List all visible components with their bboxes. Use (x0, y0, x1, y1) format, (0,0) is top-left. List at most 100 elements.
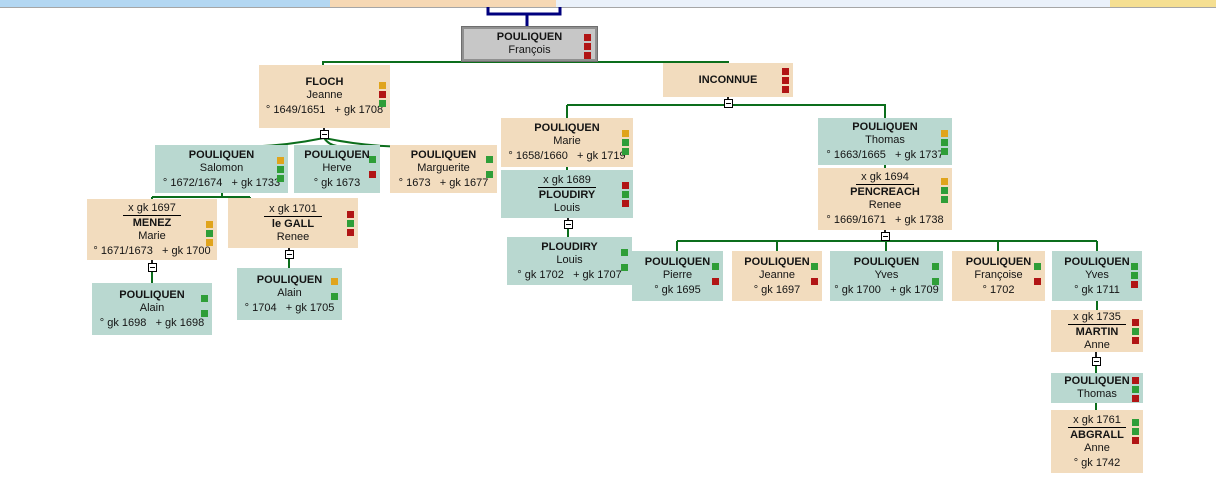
status-icon-red (379, 91, 386, 98)
status-icon-green (1131, 263, 1138, 270)
collapse-toggle-inconnue[interactable] (724, 99, 733, 108)
person-box-pencreach-renee[interactable]: x gk 1694 PENCREACH Renee ° 1669/1671 + gk … (818, 168, 952, 230)
surname-label: MARTIN (1075, 325, 1119, 338)
surname-label: POULIQUEN (644, 255, 711, 268)
given-name-label: Alain (139, 301, 165, 314)
marriage-date-label: x gk 1701 (264, 203, 322, 217)
dates-label: ° 1702 (982, 283, 1015, 296)
surname-label: FLOCH (305, 76, 344, 88)
icon-spacer (1034, 272, 1041, 276)
dates-label: ° gk 1697 (753, 283, 801, 296)
dates-label: ° gk 1711 (1074, 283, 1120, 296)
person-box-inconnue[interactable]: INCONNUE (663, 63, 793, 97)
collapse-toggle-pencreach[interactable] (881, 232, 890, 241)
person-box-pouliquen-alain-1704[interactable]: POULIQUEN Alain ° 1704 + gk 1705 (237, 268, 342, 320)
person-box-pouliquen-francoise[interactable]: POULIQUEN Françoise ° 1702 (952, 251, 1045, 301)
status-icon-green (1132, 328, 1139, 335)
status-icon-green (201, 310, 208, 317)
given-name-label: Marguerite (417, 161, 470, 174)
status-icon-red (782, 77, 789, 84)
surname-label: POULIQUEN (1064, 375, 1130, 387)
person-box-pouliquen-salomon[interactable]: POULIQUEN Salomon ° 1672/1674 + gk 1733 (155, 145, 288, 193)
status-icon-green (277, 175, 284, 182)
person-box-pouliquen-francois[interactable]: POULIQUEN François (462, 27, 597, 61)
collapse-toggle-martin[interactable] (1092, 357, 1101, 366)
dates-label: ° 1672/1674 + gk 1733 (162, 176, 281, 189)
person-box-pouliquen-yves-1700[interactable]: POULIQUEN Yves ° gk 1700 + gk 1709 (830, 251, 943, 301)
status-icon-red (1131, 281, 1138, 288)
given-name-label: Alain (277, 286, 302, 299)
status-icon-red (1132, 319, 1139, 326)
given-name-label: Renee (276, 230, 310, 243)
person-box-pouliquen-thomas[interactable]: POULIQUEN Thomas ° 1663/1665 + gk 1737 (818, 118, 952, 165)
collapse-toggle-legall[interactable] (285, 250, 294, 259)
person-box-le-gall-renee[interactable]: x gk 1701 le GALL Renee (228, 198, 358, 248)
given-name-label: Yves (1085, 268, 1109, 281)
icon-spacer (932, 272, 939, 276)
dates-label: ° gk 1742 (1073, 456, 1121, 469)
given-name-label: Pierre (662, 268, 693, 281)
status-icon-green (932, 278, 939, 285)
given-name-label: Marie (138, 229, 166, 242)
icon-spacer (712, 272, 719, 276)
person-box-ploudiry-louis-spouse[interactable]: x gk 1689 PLOUDIRY Louis (501, 170, 633, 218)
surname-label: POULIQUEN (1064, 255, 1130, 268)
person-box-martin-anne[interactable]: x gk 1735 MARTIN Anne (1051, 310, 1143, 352)
given-name-label: Jeanne (306, 89, 343, 101)
status-icon-green (277, 166, 284, 173)
strip-divider-line (0, 7, 1216, 8)
marriage-date-label: x gk 1689 (538, 174, 596, 188)
person-box-ploudiry-louis-child[interactable]: PLOUDIRY Louis ° gk 1702 + gk 1707 (507, 237, 632, 285)
dates-label: ° 1663/1665 + gk 1737 (826, 149, 944, 161)
surname-label: PENCREACH (850, 186, 920, 198)
collapse-toggle-menez[interactable] (148, 263, 157, 272)
surname-label: POULIQUEN (496, 31, 563, 43)
given-name-label: Salomon (199, 161, 244, 174)
status-icon-green (379, 100, 386, 107)
person-box-pouliquen-jeanne[interactable]: POULIQUEN Jeanne ° gk 1697 (732, 251, 822, 301)
status-icon-green (1132, 386, 1139, 393)
status-icon-green (347, 220, 354, 227)
status-icon-stack (1131, 263, 1138, 288)
status-icon-green (621, 249, 628, 256)
person-box-pouliquen-marie[interactable]: POULIQUEN Marie ° 1658/1660 + gk 1719 (501, 118, 633, 167)
given-name-label: Herve (322, 161, 352, 174)
given-name-label: Yves (874, 268, 899, 281)
surname-label: INCONNUE (698, 73, 758, 86)
given-name-label: Louis (556, 253, 583, 266)
status-icon-stack (621, 249, 628, 271)
collapse-toggle-floch[interactable] (320, 130, 329, 139)
expander-stems (151, 96, 1097, 358)
person-box-pouliquen-marguerite[interactable]: POULIQUEN Marguerite ° 1673 + gk 1677 (390, 145, 497, 193)
status-icon-red (622, 200, 629, 207)
status-icon-green (206, 230, 213, 237)
status-icon-red (1034, 278, 1041, 285)
status-icon-stack (622, 182, 629, 207)
given-name-label: Anne (1084, 338, 1110, 351)
person-box-abgrall-anne[interactable]: x gk 1761 ABGRALL Anne ° gk 1742 (1051, 410, 1143, 473)
person-box-floch-jeanne[interactable]: FLOCH Jeanne ° 1649/1651 + gk 1708 (259, 65, 390, 128)
person-box-pouliquen-alain-1698[interactable]: POULIQUEN Alain ° gk 1698 + gk 1698 (92, 283, 212, 335)
collapse-toggle-ploudiry[interactable] (564, 220, 573, 229)
marriage-date-label: x gk 1694 (856, 171, 914, 185)
status-icon-red (1132, 437, 1139, 444)
titlebar-segment-peach (330, 0, 556, 7)
status-icon-green (622, 148, 629, 155)
person-box-pouliquen-thomas-2[interactable]: POULIQUEN Thomas (1051, 373, 1143, 403)
status-icon-stack (1132, 377, 1139, 402)
person-box-menez-marie[interactable]: x gk 1697 MENEZ Marie ° 1671/1673 + gk 1700 (87, 199, 217, 260)
status-icon-green (486, 156, 493, 163)
dates-label: ° gk 1673 (313, 176, 361, 189)
status-icon-yellow (941, 130, 948, 137)
status-icon-green (369, 156, 376, 163)
status-icon-red (811, 278, 818, 285)
person-box-pouliquen-pierre[interactable]: POULIQUEN Pierre ° gk 1695 (632, 251, 723, 301)
surname-label: le GALL (271, 217, 315, 230)
person-box-pouliquen-yves-1711[interactable]: POULIQUEN Yves ° gk 1711 (1052, 251, 1142, 301)
status-icon-stack (486, 156, 493, 178)
dates-label: ° 1673 + gk 1677 (398, 176, 489, 189)
surname-label: POULIQUEN (744, 255, 810, 268)
status-icon-stack (712, 263, 719, 285)
status-icon-stack (206, 221, 213, 246)
person-box-pouliquen-herve[interactable]: POULIQUEN Herve ° gk 1673 (294, 145, 380, 193)
